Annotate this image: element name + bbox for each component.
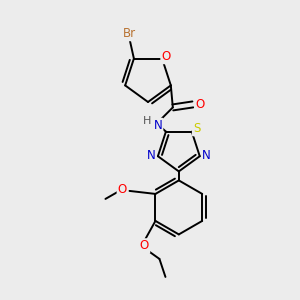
Text: O: O: [195, 98, 205, 111]
Text: Br: Br: [123, 27, 136, 40]
Text: O: O: [161, 50, 171, 63]
Text: N: N: [154, 119, 162, 132]
Text: H: H: [142, 116, 151, 126]
Text: O: O: [140, 239, 149, 252]
Text: N: N: [146, 149, 155, 162]
Text: N: N: [202, 149, 211, 162]
Text: O: O: [118, 183, 127, 196]
Text: S: S: [193, 122, 200, 135]
